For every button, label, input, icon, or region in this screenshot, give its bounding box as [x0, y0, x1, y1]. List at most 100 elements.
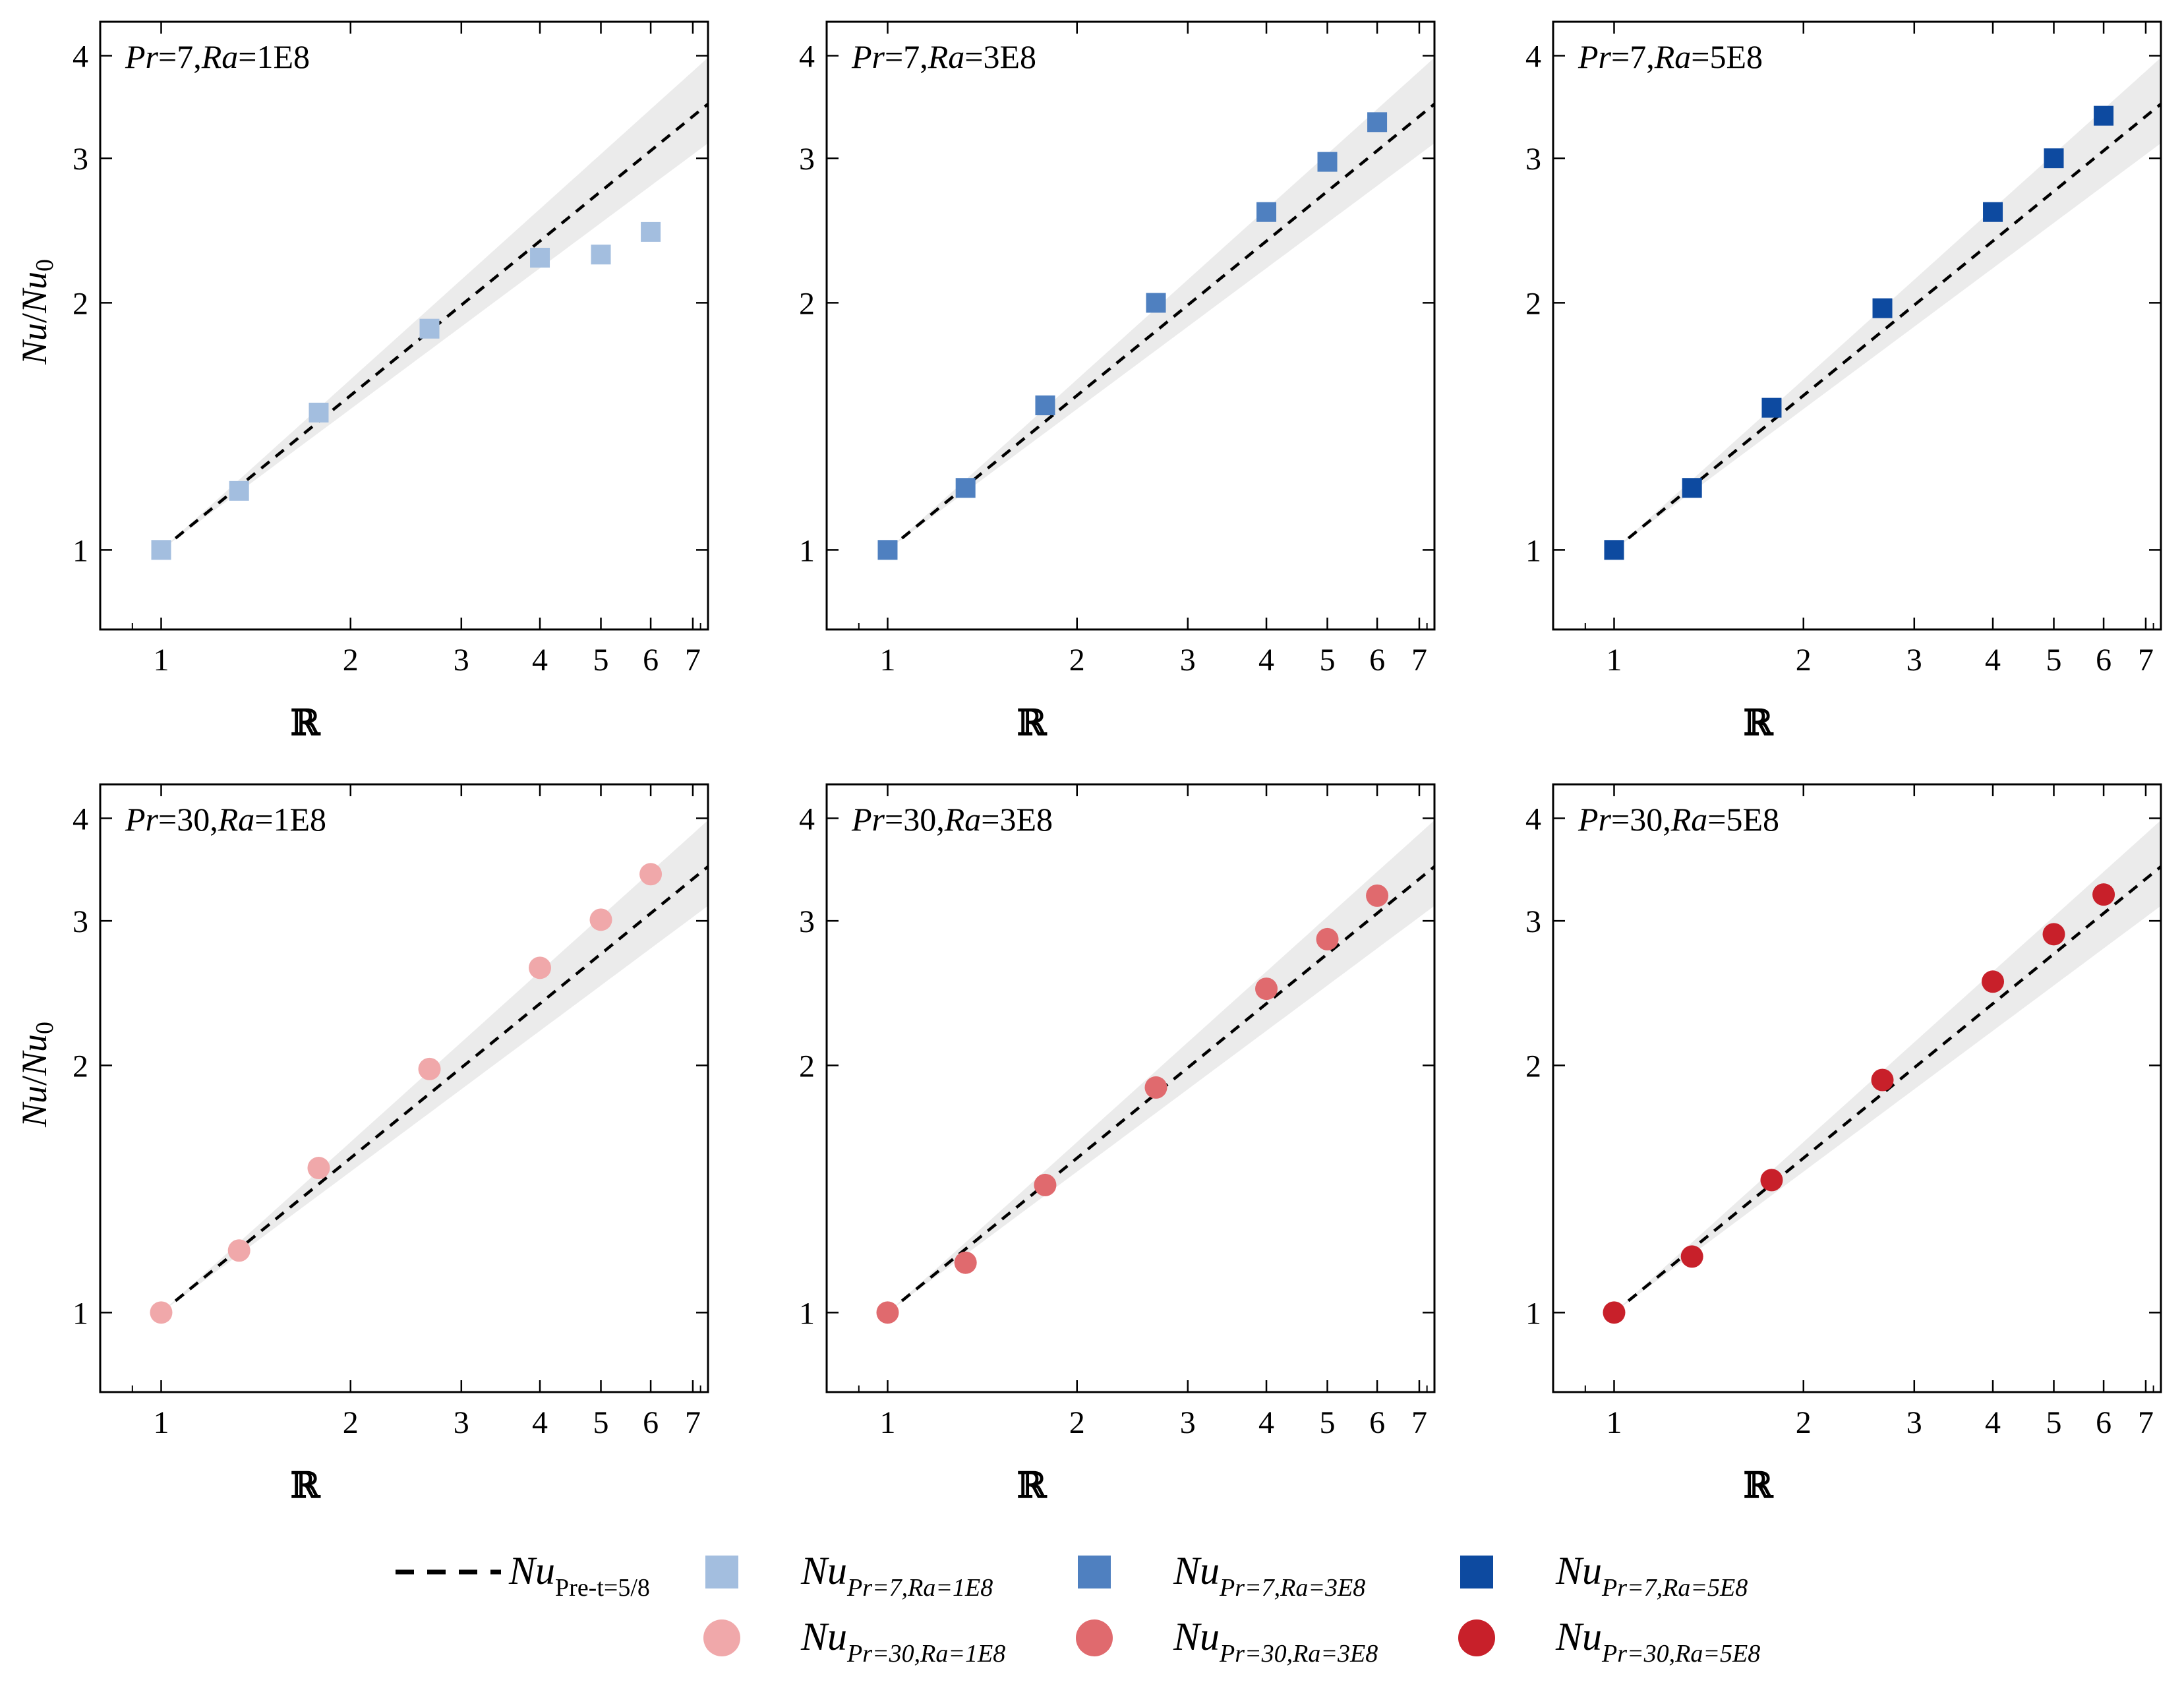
data-point	[151, 540, 171, 560]
data-point	[1366, 884, 1389, 907]
x-tick-label: 2	[1796, 1405, 1812, 1440]
data-point	[877, 540, 898, 560]
title-ra-value: =3E8	[981, 801, 1053, 838]
x-tick-label: 2	[1069, 1405, 1085, 1440]
ylabel-nu: Nu	[15, 1086, 54, 1128]
ylabel-nu: Nu	[15, 323, 54, 365]
uncertainty-band	[887, 57, 1434, 550]
title-pr: Pr	[1578, 801, 1612, 838]
x-tick-label: 5	[1320, 643, 1336, 678]
legend-square-icon	[1460, 1556, 1493, 1588]
legend-label: NuPr=30,Ra=3E8	[1173, 1615, 1378, 1668]
title-pr-value: =7,	[158, 38, 202, 75]
plot-area	[1613, 57, 2161, 552]
uncertainty-band	[161, 57, 708, 550]
legend-subscript: Pre-t=5/8	[555, 1574, 650, 1602]
x-tick-label: 6	[643, 1405, 659, 1440]
data-point	[1035, 395, 1055, 416]
data-point	[1680, 1245, 1703, 1268]
legend-main: Nu	[800, 1549, 847, 1592]
x-tick-label: 6	[643, 643, 659, 678]
title-pr: Pr	[851, 38, 885, 75]
x-tick-label: 4	[1258, 643, 1274, 678]
title-pr-value: =30,	[885, 801, 945, 838]
legend-subscript: Pr=7,Ra=3E8	[1219, 1574, 1365, 1602]
x-tick-label: 5	[1320, 1405, 1336, 1440]
ylabel-nu0: Nu	[15, 272, 54, 314]
title-ra-value: =5E8	[1691, 38, 1763, 75]
x-axis-label: ℝ	[1744, 1466, 1774, 1505]
data-point	[1982, 970, 2005, 993]
data-point	[1682, 478, 1702, 498]
legend-entry: NuPr=7,Ra=5E8	[1460, 1549, 1748, 1602]
data-point	[1034, 1173, 1057, 1196]
data-point	[954, 1251, 977, 1274]
data-point	[1256, 202, 1277, 222]
x-tick-label: 1	[879, 1405, 895, 1440]
axes-frame	[99, 783, 709, 1393]
y-tick-label: 2	[1525, 1049, 1541, 1084]
x-tick-label: 4	[1985, 1405, 2001, 1440]
title-ra: Ra	[1654, 38, 1692, 75]
x-tick-label: 3	[1180, 643, 1196, 678]
y-axis-label: Nu/Nu0	[15, 259, 59, 365]
legend-label: NuPr=30,Ra=5E8	[1555, 1615, 1760, 1668]
x-tick-label: 5	[593, 643, 609, 678]
title-pr-value: =7,	[885, 38, 928, 75]
data-point	[641, 221, 661, 242]
panel-6: 1 2 3 4 5 6 7 1 2 3 4 Pr=30,Ra=5E8 ℝ	[1525, 783, 2162, 1506]
title-pr: Pr	[851, 801, 885, 838]
y-tick-label: 2	[73, 286, 88, 321]
x-tick-label: 4	[532, 1405, 548, 1440]
uncertainty-band	[1614, 820, 2161, 1313]
x-tick-label: 6	[1369, 1405, 1385, 1440]
x-axis-label: ℝ	[291, 1466, 321, 1505]
legend-main: Nu	[1173, 1549, 1220, 1592]
x-tick-label: 6	[2096, 643, 2111, 678]
y-tick-label: 3	[1525, 142, 1541, 177]
panel-3: 1 2 3 4 5 6 7 1 2 3 4 Pr=7,Ra=5E8 ℝ	[1525, 20, 2162, 743]
y-tick-label: 1	[73, 533, 88, 568]
legend-square-icon	[1078, 1556, 1111, 1588]
data-point	[2044, 148, 2064, 169]
title-pr-value: =30,	[158, 801, 218, 838]
x-tick-label: 2	[1796, 643, 1812, 678]
x-tick-label: 5	[2046, 643, 2062, 678]
data-point	[2042, 923, 2065, 946]
data-point	[1317, 152, 1338, 172]
panel-title: Pr=30,Ra=3E8	[851, 801, 1053, 838]
data-point	[307, 1157, 330, 1180]
title-pr: Pr	[125, 38, 159, 75]
x-tick-label: 4	[1985, 643, 2001, 678]
data-point	[1760, 1169, 1783, 1192]
data-point	[591, 245, 611, 265]
x-tick-label: 2	[1069, 643, 1085, 678]
legend-subscript: Pr=7,Ra=5E8	[1601, 1574, 1748, 1602]
legend-label: NuPr=30,Ra=1E8	[800, 1615, 1005, 1668]
title-ra: Ra	[218, 801, 255, 838]
data-point	[2094, 105, 2114, 126]
data-point	[1316, 927, 1339, 950]
x-tick-label: 5	[2046, 1405, 2062, 1440]
y-tick-label: 3	[799, 904, 815, 939]
x-tick-label: 3	[454, 1405, 469, 1440]
ylabel-sub: 0	[31, 1022, 59, 1034]
reference-line	[887, 103, 1434, 552]
x-axis-label: ℝ	[1744, 703, 1774, 743]
data-point	[530, 247, 550, 268]
ylabel-nu0: Nu	[15, 1034, 54, 1076]
x-axis-label: ℝ	[1017, 703, 1048, 743]
x-tick-label: 6	[1369, 643, 1385, 678]
title-ra-value: =3E8	[964, 38, 1036, 75]
x-tick-label: 6	[2096, 1405, 2111, 1440]
y-tick-label: 3	[799, 142, 815, 177]
y-tick-label: 4	[1525, 802, 1541, 837]
y-tick-label: 1	[1525, 533, 1541, 568]
y-tick-label: 4	[73, 40, 88, 74]
panel-2: 1 2 3 4 5 6 7 1 2 3 4 Pr=7,Ra=3E8 ℝ	[799, 20, 1436, 743]
data-point	[876, 1301, 899, 1324]
panel-title: Pr=30,Ra=5E8	[1578, 801, 1779, 838]
data-point	[1871, 1068, 1894, 1092]
data-point	[1255, 977, 1278, 1001]
